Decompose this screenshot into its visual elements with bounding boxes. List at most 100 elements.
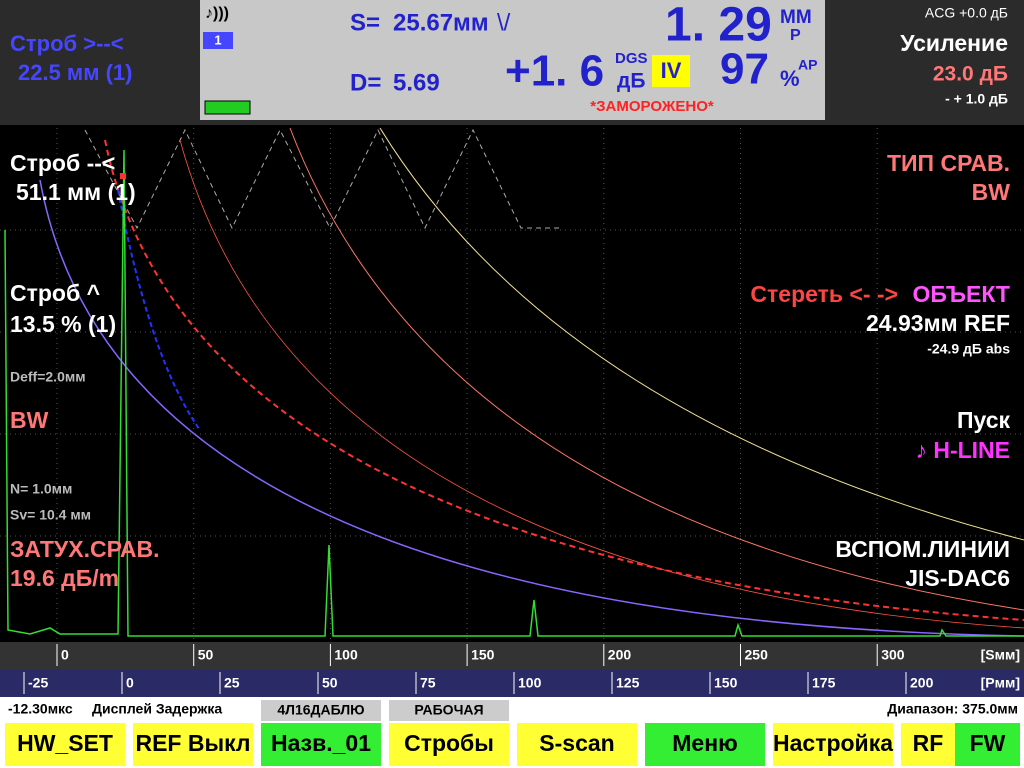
button[interactable]	[901, 723, 955, 766]
acg: ACG +0.0 дБ	[925, 5, 1008, 21]
grid	[0, 128, 1024, 640]
button[interactable]	[517, 723, 637, 766]
scale-p-label: 50	[322, 675, 338, 691]
amp-sub: AP	[798, 57, 817, 73]
d-label: D=	[350, 69, 381, 96]
scale-p-label: 150	[714, 675, 738, 691]
button-label[interactable]: S-scan	[539, 730, 614, 756]
button-label[interactable]: Стробы	[404, 730, 494, 756]
scale-s-bar	[0, 642, 1024, 669]
probe-tab	[261, 700, 381, 721]
range: Диапазон: 375.0мм	[887, 701, 1018, 717]
blue-curve	[117, 189, 201, 431]
button-label[interactable]: RF	[913, 730, 944, 756]
button-label[interactable]: FW	[970, 730, 1006, 756]
object: ОБЪЕКТ	[912, 281, 1010, 307]
button-row: HW_SET REF Выкл Назв._01 Стробы S-scan Меню На…	[5, 723, 1020, 766]
depth: 1. 29	[665, 0, 772, 52]
scale-s-unit: [Sмм]	[981, 647, 1020, 663]
d-value: 5.69	[393, 69, 440, 96]
button[interactable]	[955, 723, 1020, 766]
scale-p-label: 75	[420, 675, 436, 691]
button[interactable]	[5, 723, 125, 766]
button-label[interactable]: Настройка	[773, 730, 893, 756]
dac-curve	[179, 139, 1024, 629]
probe-number: 1	[214, 32, 221, 47]
gate-a: Строб --<	[10, 150, 115, 176]
scale-p-label: 0	[126, 675, 134, 691]
frozen: *ЗАМОРОЖЕНО*	[590, 98, 714, 115]
footer-mode: РАБОЧАЯ	[414, 702, 483, 718]
gate-marker	[120, 173, 126, 179]
ref-type-value: BW	[972, 179, 1011, 205]
gate-b: Строб ^	[10, 280, 100, 306]
gate-value: 22.5 мм (1)	[18, 60, 132, 85]
ref-curve	[104, 139, 1024, 621]
ref-type: ТИП СРАВ.	[887, 150, 1010, 176]
button-label[interactable]: Меню	[672, 730, 738, 756]
leg: \/	[497, 9, 511, 36]
scale-s-label: 0	[61, 647, 69, 663]
sv: Sv= 10.4 мм	[10, 507, 91, 523]
status-panel	[200, 0, 825, 120]
dgs: DGS	[615, 50, 648, 67]
scale-s-label: 100	[334, 647, 358, 663]
aux-value: JIS-DAC6	[905, 565, 1010, 591]
scale-p-label: 25	[224, 675, 240, 691]
scale-p-label: -25	[28, 675, 48, 691]
scale-p-label: 100	[518, 675, 542, 691]
aux-lines: ВСПОМ.ЛИНИИ	[835, 536, 1010, 562]
s-label: S=	[350, 9, 380, 36]
ref-abs: -24.9 дБ abs	[927, 341, 1010, 357]
button[interactable]	[133, 723, 253, 766]
button[interactable]	[261, 723, 381, 766]
scale-p-bar	[0, 669, 1024, 697]
skip-zigzag	[84, 128, 560, 230]
probe-badge	[203, 32, 233, 49]
attenuation: ЗАТУХ.СРАВ.	[10, 536, 160, 562]
db: дБ	[617, 70, 645, 93]
gain-diff: +1. 6	[505, 47, 604, 96]
sound-icon: ♪)))	[205, 5, 229, 22]
dac-curve	[39, 179, 1024, 637]
button[interactable]	[773, 723, 893, 766]
delay-label: Дисплей Задержка	[92, 701, 222, 717]
amplitude: 97	[720, 45, 769, 94]
start-value: ♪ H-LINE	[915, 437, 1010, 463]
gain-step: - + 1.0 дБ	[945, 91, 1008, 107]
depth-sub: P	[790, 27, 801, 44]
scale-p-unit: [Pмм]	[981, 675, 1020, 691]
scale-p-label: 200	[910, 675, 934, 691]
scale-s-label: 150	[471, 647, 495, 663]
depth-unit: ММ	[780, 7, 812, 28]
battery	[204, 100, 251, 115]
dac-curve	[379, 127, 1024, 541]
gain-value: 23.0 дБ	[933, 63, 1008, 86]
ref: 24.93мм REF	[866, 310, 1010, 336]
button-label[interactable]: HW_SET	[17, 730, 113, 756]
gain-label: Усиление	[900, 30, 1008, 56]
dac-curve	[289, 127, 1024, 611]
button-label[interactable]: REF Выкл	[135, 730, 250, 756]
gate-b-value: 13.5 % (1)	[10, 311, 116, 337]
probe: 4Л16ДАБЛЮ	[277, 702, 364, 718]
deff: Deff=2.0мм	[10, 369, 86, 385]
mode-tab	[389, 700, 509, 721]
mode: BW	[10, 407, 49, 433]
leg-indicator: IV	[661, 58, 682, 83]
gate-label: Строб >--<	[10, 31, 124, 56]
amp-unit: %	[780, 66, 800, 91]
button[interactable]	[389, 723, 509, 766]
delay-value: -12.30мкс	[8, 701, 73, 717]
button-label[interactable]: Назв._01	[271, 730, 371, 756]
button[interactable]	[645, 723, 765, 766]
a-scan	[4, 149, 1024, 637]
leg-badge	[652, 55, 690, 87]
gate-a-value: 51.1 мм (1)	[16, 179, 136, 205]
scale-s-label: 300	[881, 647, 905, 663]
erase: Стереть <- ->	[750, 281, 898, 307]
start: Пуск	[957, 407, 1011, 433]
scale-p-label: 175	[812, 675, 836, 691]
scale-s-label: 250	[745, 647, 769, 663]
